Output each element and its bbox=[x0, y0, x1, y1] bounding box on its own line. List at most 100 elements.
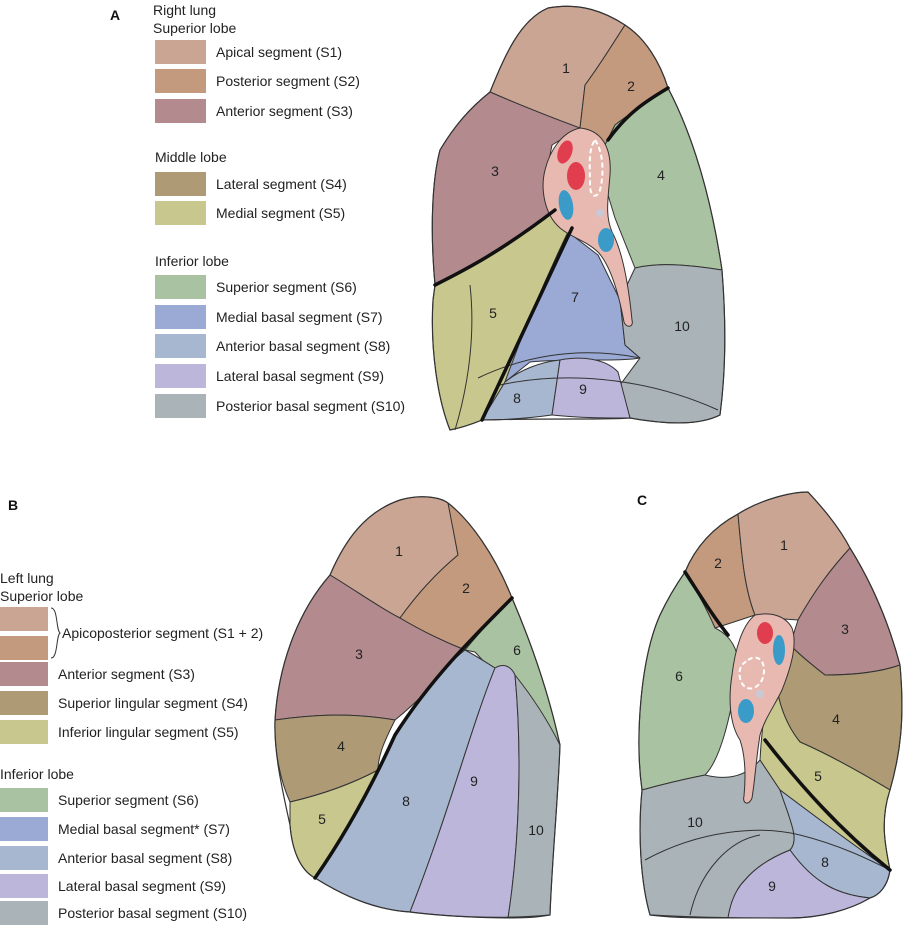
legend-label: Anterior basal segment (S8) bbox=[58, 850, 232, 866]
legend-label: Anterior basal segment (S8) bbox=[216, 338, 390, 354]
panel-letter-a: A bbox=[110, 7, 120, 23]
horizontal-fissure bbox=[433, 208, 557, 287]
legend-swatch bbox=[155, 99, 206, 123]
bronchus-outline bbox=[588, 138, 604, 197]
legend-swatch bbox=[0, 874, 48, 898]
legend-swatch bbox=[0, 691, 48, 715]
legend-label: Medial basal segment* (S7) bbox=[58, 821, 230, 837]
panel-letter-b: B bbox=[8, 497, 18, 513]
internal-line bbox=[689, 834, 761, 916]
legend-swatch bbox=[0, 817, 48, 841]
legend-swatch bbox=[155, 201, 206, 225]
segment-s10 bbox=[619, 264, 726, 424]
legend-a-item-s2: Posterior segment (S2) bbox=[155, 69, 360, 93]
legend-label: Posterior basal segment (S10) bbox=[216, 398, 405, 414]
legend-b-heading: Left lung bbox=[0, 570, 54, 586]
legend-swatch bbox=[0, 636, 48, 660]
segment-number: 3 bbox=[841, 621, 849, 637]
segment-number: 8 bbox=[821, 854, 829, 870]
segment-number: 4 bbox=[337, 738, 345, 754]
legend-swatch bbox=[0, 607, 48, 631]
lymph-node-shape bbox=[596, 209, 604, 217]
legend-label: Medial basal segment (S7) bbox=[216, 309, 383, 325]
legend-swatch bbox=[0, 720, 48, 744]
segment-number: 4 bbox=[832, 711, 840, 727]
legend-b-item-s6: Superior segment (S6) bbox=[0, 788, 199, 812]
artery-shape bbox=[567, 162, 585, 190]
legend-swatch bbox=[155, 40, 206, 64]
legend-label: Superior segment (S6) bbox=[216, 279, 357, 295]
segment-number: 9 bbox=[470, 773, 478, 789]
internal-line bbox=[644, 829, 891, 871]
legend-b-item-s9: Lateral basal segment (S9) bbox=[0, 874, 226, 898]
segment-number: 8 bbox=[402, 793, 410, 809]
legend-label: Inferior lingular segment (S5) bbox=[58, 724, 239, 740]
legend-b-item-s10: Posterior basal segment (S10) bbox=[0, 901, 247, 925]
legend-a-heading: Right lung bbox=[153, 2, 216, 18]
artery-shape bbox=[757, 622, 773, 644]
left-lung-diagram: 1 2 3 4 5 6 8 9 10 bbox=[274, 496, 561, 919]
legend-label: Lateral basal segment (S9) bbox=[216, 368, 384, 384]
legend-b-group-inferior: Inferior lobe bbox=[0, 766, 74, 782]
legend-a-item-s3: Anterior segment (S3) bbox=[155, 99, 353, 123]
segment-number: 2 bbox=[714, 555, 722, 571]
legend-swatch bbox=[155, 334, 206, 358]
legend-b-item-s5: Inferior lingular segment (S5) bbox=[0, 720, 239, 744]
legend-swatch bbox=[0, 901, 48, 925]
oblique-fissure-upper bbox=[683, 570, 730, 637]
segment-number: 10 bbox=[687, 814, 703, 830]
segment-number: 8 bbox=[513, 390, 521, 406]
legend-a-group-superior: Superior lobe bbox=[153, 20, 236, 36]
legend-a-item-s10: Posterior basal segment (S10) bbox=[155, 394, 405, 418]
left-lung-medial-diagram: 1 2 3 4 5 6 8 9 10 bbox=[638, 491, 903, 919]
segment-number: 5 bbox=[489, 305, 497, 321]
legend-swatch bbox=[155, 275, 206, 299]
internal-line bbox=[477, 352, 641, 379]
segment-number: 10 bbox=[528, 822, 544, 838]
legend-label: Lateral basal segment (S9) bbox=[58, 878, 226, 894]
legend-label: Apical segment (S1) bbox=[216, 44, 342, 60]
legend-label: Superior lingular segment (S4) bbox=[58, 695, 248, 711]
legend-label: Medial segment (S5) bbox=[216, 205, 345, 221]
left-lung-outline bbox=[274, 496, 561, 918]
segment-number: 4 bbox=[657, 167, 665, 183]
legend-label: Anterior segment (S3) bbox=[216, 103, 353, 119]
vein-shape bbox=[773, 635, 785, 665]
legend-a-item-s4: Lateral segment (S4) bbox=[155, 172, 347, 196]
left-hilum bbox=[729, 613, 795, 804]
segment-number: 10 bbox=[674, 318, 690, 334]
legend-b-item-s3: Anterior segment (S3) bbox=[0, 662, 195, 686]
legend-swatch bbox=[155, 364, 206, 388]
legend-b-item-s7: Medial basal segment* (S7) bbox=[0, 817, 230, 841]
segment-number: 3 bbox=[491, 163, 499, 179]
internal-line bbox=[499, 377, 719, 411]
legend-b-group-superior: Superior lobe bbox=[0, 588, 83, 604]
panel-letter-c: C bbox=[637, 492, 647, 508]
legend-swatch bbox=[0, 662, 48, 686]
segment-number: 2 bbox=[462, 580, 470, 596]
segment-number: 2 bbox=[627, 78, 635, 94]
legend-a-item-s7: Medial basal segment (S7) bbox=[155, 305, 383, 329]
bronchus-outline bbox=[738, 656, 766, 690]
legend-swatch bbox=[0, 788, 48, 812]
segment-number: 1 bbox=[562, 60, 570, 76]
segment-number: 9 bbox=[768, 878, 776, 894]
internal-line bbox=[454, 284, 473, 431]
segment-number: 5 bbox=[814, 768, 822, 784]
segment-number: 3 bbox=[355, 646, 363, 662]
legend-a-item-s8: Anterior basal segment (S8) bbox=[155, 334, 390, 358]
right-hilum bbox=[542, 127, 633, 327]
artery-shape bbox=[557, 140, 573, 164]
legend-label: Posterior segment (S2) bbox=[216, 73, 360, 89]
hilum-body bbox=[542, 127, 633, 327]
segment-number: 5 bbox=[318, 811, 326, 827]
legend-swatch bbox=[155, 172, 206, 196]
legend-swatch bbox=[155, 394, 206, 418]
segment-number: 9 bbox=[579, 381, 587, 397]
legend-label: Lateral segment (S4) bbox=[216, 176, 347, 192]
legend-b-item-s1-2: Apicoposterior segment (S1 + 2) bbox=[0, 607, 263, 660]
oblique-fissure bbox=[480, 226, 574, 422]
legend-b-item-s8: Anterior basal segment (S8) bbox=[0, 846, 232, 870]
legend-a-item-s6: Superior segment (S6) bbox=[155, 275, 357, 299]
